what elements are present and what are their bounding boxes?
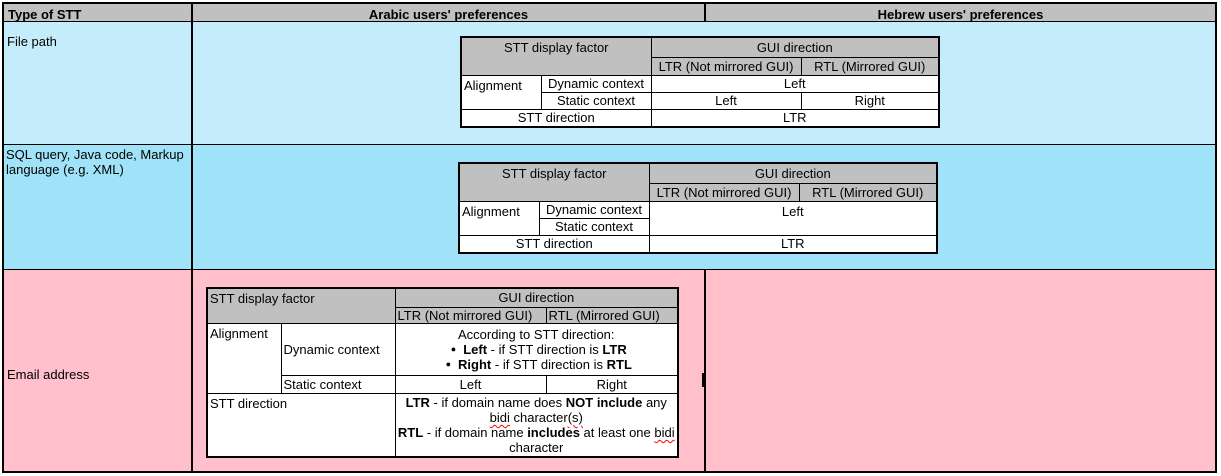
rule-text: character [509, 439, 564, 455]
cell-rtl-gui: RTL (Mirrored GUI) [545, 306, 679, 324]
cell-rtl-gui: RTL (Mirrored GUI) [800, 56, 940, 76]
bullet-mid: - if STT direction is [491, 356, 607, 372]
cell-stt-display-factor: STT display factor [458, 162, 650, 202]
cell-dynamic-context: Dynamic context [540, 74, 652, 93]
rule-keyword: includes [527, 424, 580, 440]
cell-rtl-gui: RTL (Mirrored GUI) [798, 182, 938, 202]
bullet-direction: RTL [606, 356, 632, 372]
column-divider-row3-arabic-hebrew [704, 270, 706, 473]
misspelled-word: bidi [654, 424, 675, 440]
cell-static-ltr-value: Left [394, 374, 547, 394]
cell-ltr-gui: LTR (Not mirrored GUI) [394, 306, 547, 324]
header-hebrew-preferences: Hebrew users' preferences [877, 7, 1044, 22]
cell-gui-direction: GUI direction [648, 162, 938, 184]
bullet-value: Left [463, 341, 488, 357]
cell-alignment-value: Left [648, 200, 938, 236]
cell-stt-display-factor: STT display factor [460, 36, 652, 76]
rule-text: character [509, 409, 568, 425]
cell-static-context: Static context [538, 217, 650, 236]
cell-gui-direction: GUI direction [394, 287, 679, 308]
rule-text: - if domain name does [429, 394, 566, 410]
bullet-direction: LTR [602, 341, 627, 357]
bullet-item: ● Left - if STT direction is LTR [398, 342, 676, 357]
cell-dynamic-value: According to STT direction: ● Left - if S… [394, 322, 679, 376]
cell-ltr-gui: LTR (Not mirrored GUI) [648, 182, 800, 202]
cell-stt-direction-value: LTR - if domain name does NOT include an… [394, 392, 679, 458]
email-preferences-table: STT display factor GUI direction LTR (No… [206, 287, 679, 458]
cell-static-context: Static context [280, 374, 396, 394]
cell-static-rtl-value: Right [800, 91, 940, 110]
cell-stt-direction-value: LTR [650, 108, 940, 128]
direction-rule-ltr: LTR - if domain name does NOT include an… [398, 395, 676, 425]
rule-text: at least one [579, 424, 655, 440]
label-email: Email address [7, 367, 90, 382]
rule-keyword: LTR [405, 394, 430, 410]
bullet-icon: ● [445, 358, 452, 369]
header-arabic-preferences: Arabic users' preferences [368, 7, 529, 22]
bullet-item: ● Right - if STT direction is RTL [398, 357, 676, 372]
cell-stt-display-factor: STT display factor [206, 287, 396, 324]
rule-text: any [642, 394, 667, 410]
cell-static-ltr-value: Left [650, 91, 802, 110]
cell-stt-direction: STT direction [460, 108, 652, 128]
column-divider-type [191, 3, 193, 473]
label-file-path: File path [7, 34, 57, 49]
label-sql: SQL query, Java code, Markup language (e… [6, 147, 184, 177]
rule-keyword: NOT include [565, 394, 643, 410]
bullet-icon: ● [450, 343, 457, 354]
cell-stt-direction: STT direction [206, 392, 396, 458]
table-header-row: Type of STT Arabic users' preferences He… [3, 3, 1216, 22]
cell-static-context: Static context [540, 91, 652, 110]
cell-alignment: Alignment [458, 200, 540, 236]
text-cursor[interactable] [702, 373, 705, 387]
misspelled-word: (s) [567, 409, 583, 425]
cell-static-rtl-value: Right [545, 374, 679, 394]
file-path-preferences-table: STT display factor GUI direction LTR (No… [460, 36, 940, 128]
cell-dynamic-context: Dynamic context [280, 322, 396, 376]
dynamic-intro: According to STT direction: [457, 326, 615, 342]
cell-gui-direction: GUI direction [650, 36, 940, 58]
cell-alignment: Alignment [206, 322, 282, 394]
bullet-mid: - if STT direction is [487, 341, 603, 357]
cell-stt-direction: STT direction [458, 234, 650, 254]
cell-dynamic-value: Left [650, 74, 940, 93]
rule-keyword: RTL [397, 424, 424, 440]
misspelled-word: bidi [489, 409, 510, 425]
column-divider-header-arabic-hebrew [704, 3, 706, 22]
cell-alignment: Alignment [460, 74, 542, 110]
bullet-value: Right [458, 356, 492, 372]
cell-ltr-gui: LTR (Not mirrored GUI) [650, 56, 802, 76]
header-type-of-stt: Type of STT [8, 7, 82, 22]
rule-text: - if domain name [423, 424, 528, 440]
cell-dynamic-context: Dynamic context [538, 200, 650, 219]
sql-preferences-table: STT display factor GUI direction LTR (No… [458, 162, 938, 254]
direction-rule-rtl: RTL - if domain name includes at least o… [398, 425, 676, 455]
cell-stt-direction-value: LTR [648, 234, 938, 254]
